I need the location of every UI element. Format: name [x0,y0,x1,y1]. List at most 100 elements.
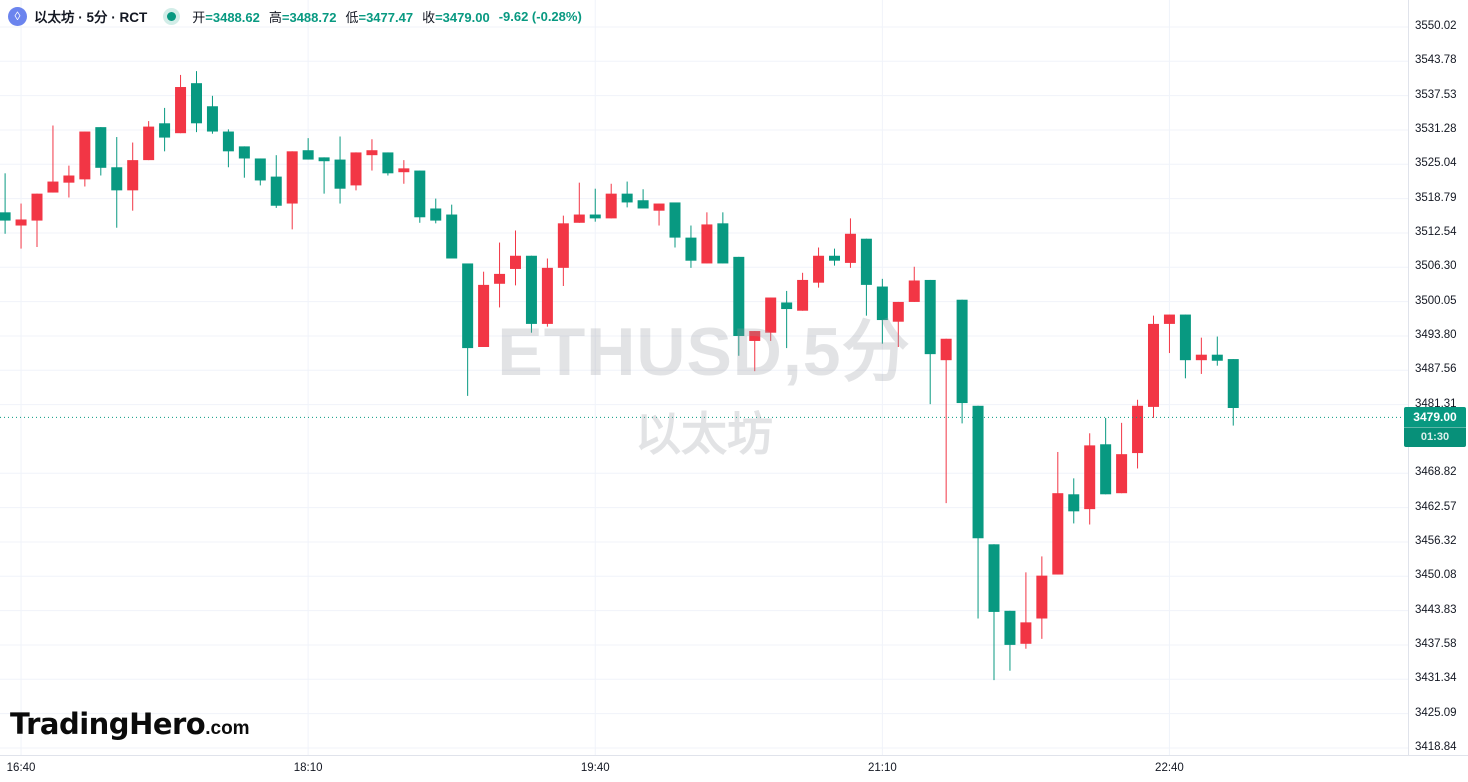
candle-body [494,273,506,284]
candlestick-chart[interactable]: ETHUSD,5分 以太坊 TradingHero .com [0,0,1408,755]
candle-body [382,152,394,174]
candle-body [972,405,984,539]
candle-body [637,200,649,209]
candle-body [813,255,825,283]
symbol-title: 以太坊 · 5分 · RCT [34,10,148,25]
candle-body [15,219,27,226]
time-axis-label: 21:10 [867,762,897,774]
last-price-tag: 3479.00 01:30 [1404,407,1466,448]
price-axis-label: 3537.53 [1415,88,1457,101]
price-axis[interactable]: 3550.02 3543.78 3537.53 3531.28 3525.04 3518.… [1408,0,1468,755]
ohlc-values: 开=3488.62 高=3488.72 低=3477.47 收=3479.00 [192,7,489,26]
candle-body [605,193,617,219]
candle-body [701,224,713,264]
candle-body [589,214,601,219]
candle-body [63,175,75,183]
candle-body [366,150,378,156]
price-axis-label: 3512.54 [1415,226,1457,238]
last-price-value: 3479.00 [1413,410,1457,425]
candle-body [525,255,537,324]
candle-body [829,255,840,261]
market-status-dot[interactable] [167,11,177,21]
price-axis-label: 3500.05 [1415,294,1457,307]
candle-body [350,152,362,186]
candle-body [1116,454,1128,494]
close-value: 收=3479.00 [422,9,490,25]
price-axis-label: 3525.04 [1415,157,1457,170]
price-axis-label: 3550.02 [1415,20,1457,32]
price-axis-label: 3437.58 [1415,638,1457,650]
time-axis[interactable]: 16:40 18:10 19:40 21:10 22:40 [0,755,1468,782]
time-axis-label: 16:40 [6,762,36,774]
candle-body [717,223,729,264]
candle-body [1052,493,1064,575]
time-axis-label: 18:10 [293,762,323,774]
candle-body [462,263,474,349]
candle-body [286,151,298,204]
candle-body [222,131,234,152]
price-axis-label: 3418.84 [1415,741,1457,753]
price-axis-label: 3462.57 [1415,500,1457,513]
candle-body [1084,445,1096,510]
candle-body [733,256,745,336]
open-value: 开=3488.62 [192,9,260,25]
candle-body [573,214,585,223]
tradinghero-logo: TradingHero .com [10,707,250,741]
candle-body [31,193,43,221]
candle-body [159,123,171,138]
candle-body [206,106,218,132]
candle-body [988,544,1000,612]
candle-body [430,208,442,221]
candle-body [111,167,123,191]
symbol-legend[interactable]: ◊ 以太坊 · 5分 · RCT 开=3488.62 高=3488.72 低=3… [8,5,582,27]
candle-body [892,301,904,322]
time-axis-label: 22:40 [1155,762,1184,774]
price-axis-label: 3487.56 [1415,363,1457,376]
candle-body [1020,622,1032,644]
candle-body [1132,405,1144,454]
candle-body [318,157,330,162]
candle-body [1100,444,1112,495]
candle-body [334,159,346,189]
candle-body [685,237,697,261]
logo-suffix-text: .com [205,718,250,739]
candle-body [541,267,553,324]
candle-body [95,127,107,168]
candle-body [414,170,426,218]
candle-body [0,212,11,221]
candle-body [175,87,187,134]
candle-body [749,331,761,341]
price-axis-label: 3481.31 [1415,397,1457,410]
candle-body [765,297,777,333]
candle-body [302,150,314,160]
price-axis-label: 3518.79 [1415,191,1457,204]
price-axis-label: 3450.08 [1415,569,1457,582]
price-axis-label: 3531.28 [1415,123,1457,135]
logo-brand-text: TradingHero [10,707,206,741]
price-axis-label: 3468.82 [1415,466,1457,479]
candle-body [510,255,521,269]
candle-body [908,280,920,302]
candles-svg [0,0,1408,755]
candle-body [446,214,458,259]
price-axis-label: 3493.80 [1415,329,1457,341]
candle-body [398,168,410,173]
candle-body [1004,610,1016,645]
time-axis-label: 19:40 [580,762,610,774]
candle-body [79,131,91,180]
candle-body [1163,314,1175,324]
candle-body [254,158,266,181]
candle-body [270,176,282,206]
candle-body [860,238,872,285]
candle-body [1036,575,1048,619]
price-axis-label: 3431.34 [1415,672,1457,685]
price-axis-label: 3443.83 [1415,603,1457,616]
candle-body [557,223,569,268]
candle-body [781,302,793,310]
price-axis-label: 3543.78 [1415,54,1457,67]
candle-body [127,160,139,191]
candle-body [1179,314,1191,361]
candle-body [1068,494,1080,512]
price-axis-label: 3506.30 [1415,260,1457,273]
candle-body [238,146,250,159]
